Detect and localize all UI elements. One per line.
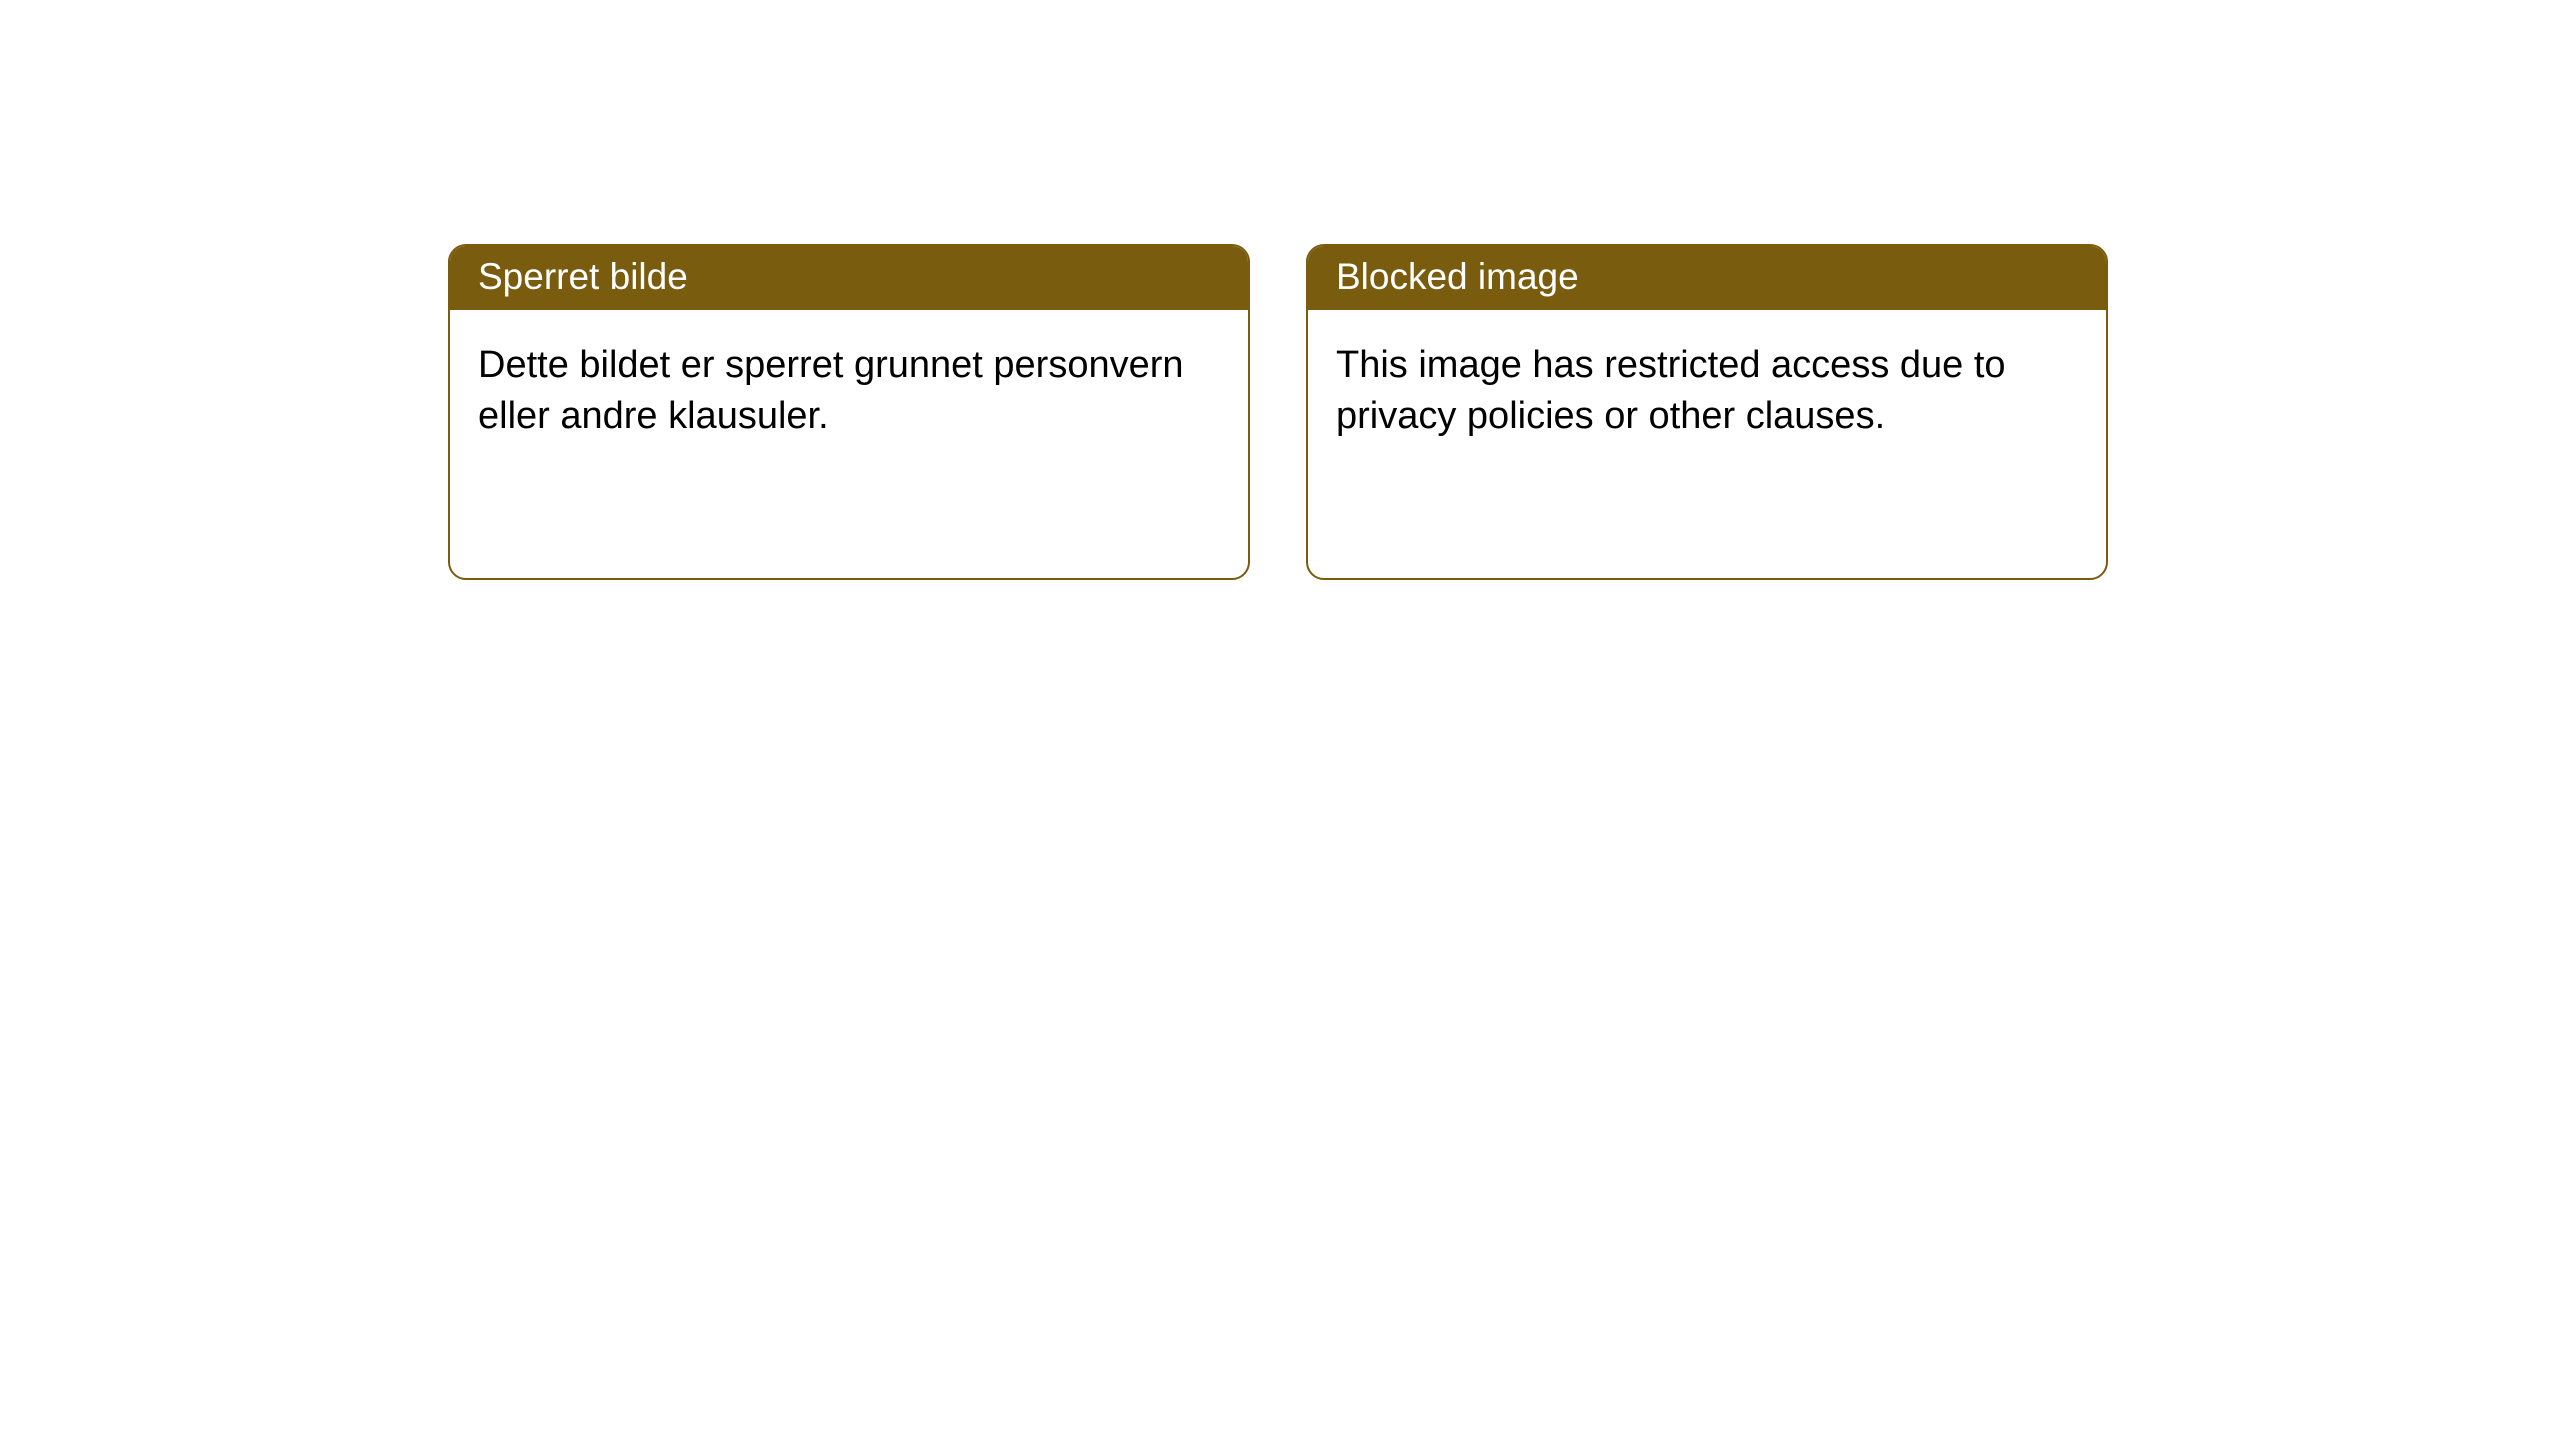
notice-container: Sperret bilde Dette bildet er sperret gr…: [0, 0, 2560, 580]
card-body: This image has restricted access due to …: [1308, 310, 2106, 473]
notice-card-english: Blocked image This image has restricted …: [1306, 244, 2108, 580]
card-body: Dette bildet er sperret grunnet personve…: [450, 310, 1248, 473]
card-header: Sperret bilde: [450, 246, 1248, 310]
card-header: Blocked image: [1308, 246, 2106, 310]
notice-card-norwegian: Sperret bilde Dette bildet er sperret gr…: [448, 244, 1250, 580]
